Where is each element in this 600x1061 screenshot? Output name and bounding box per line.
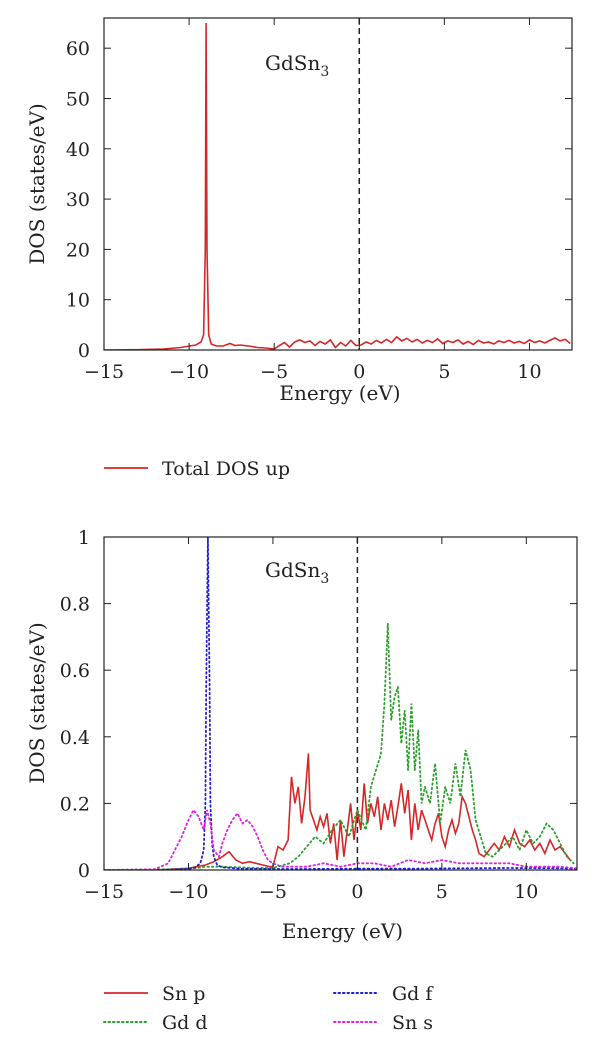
x-tick-label: 0 — [353, 361, 365, 383]
x-axis-title: Energy (eV) — [279, 381, 400, 405]
y-tick-label: 20 — [66, 239, 90, 261]
y-axis-title: DOS (states/eV) — [25, 103, 49, 264]
y-tick-label: 0.8 — [60, 594, 90, 616]
x-axis-title: Energy (eV) — [282, 919, 403, 943]
legend-label: Gd f — [392, 983, 434, 1005]
legend-label: Sn p — [162, 983, 205, 1005]
legend-item: Gd d — [103, 1012, 208, 1034]
y-tick-label: 40 — [66, 139, 90, 161]
y-tick-label: 0 — [78, 340, 90, 362]
series-line-gd-d — [104, 623, 575, 870]
y-tick-label: 10 — [66, 290, 90, 312]
x-tick-label: 5 — [438, 361, 450, 383]
x-tick-label: −15 — [84, 361, 124, 383]
chart-2: −15 −10 −5 0 5 10 0 0.2 0.4 0.6 0.8 1 Energy (eV) DOS… — [25, 527, 578, 1034]
x-tick-label: 10 — [514, 881, 538, 903]
legend-label: Total DOS up — [162, 458, 290, 480]
x-tick-label: −15 — [84, 881, 124, 903]
y-tick-label: 50 — [66, 88, 90, 110]
legend-label: Sn s — [392, 1012, 433, 1034]
y-tick-label: 60 — [66, 38, 90, 60]
y-tick-label: 30 — [66, 189, 90, 211]
chart-1: −15 −10 −5 0 5 10 0 10 20 30 40 50 60 Energy (eV) DOS … — [25, 17, 573, 480]
x-tick-label: 0 — [351, 881, 363, 903]
y-tick-label: 1 — [78, 527, 90, 549]
series-line-sn-p — [104, 753, 571, 870]
x-tick-label: −5 — [259, 881, 287, 903]
plot-frame — [103, 536, 578, 871]
x-tick-label: 10 — [517, 361, 541, 383]
x-tick-label: −10 — [168, 881, 208, 903]
y-tick-label: 0.6 — [60, 660, 90, 682]
plot-frame — [103, 17, 573, 351]
legend-item: Gd f — [333, 983, 434, 1005]
series-line-sn-s — [104, 808, 577, 870]
legend-label: Gd d — [162, 1012, 208, 1034]
y-tick-label: 0.4 — [60, 727, 90, 749]
y-axis-title: DOS (states/eV) — [25, 622, 49, 783]
series-line-total-dos-up — [104, 22, 571, 350]
legend-item: Sn s — [333, 1012, 433, 1034]
x-tick-label: −10 — [169, 361, 209, 383]
compound-annotation: GdSn3 — [265, 558, 329, 587]
y-tick-label: 0 — [78, 860, 90, 882]
x-tick-label: −5 — [260, 361, 288, 383]
x-tick-label: 5 — [436, 881, 448, 903]
compound-annotation: GdSn3 — [265, 51, 329, 80]
legend-item: Total DOS up — [104, 458, 290, 480]
legend-item: Sn p — [104, 983, 205, 1005]
y-tick-label: 0.2 — [60, 793, 90, 815]
